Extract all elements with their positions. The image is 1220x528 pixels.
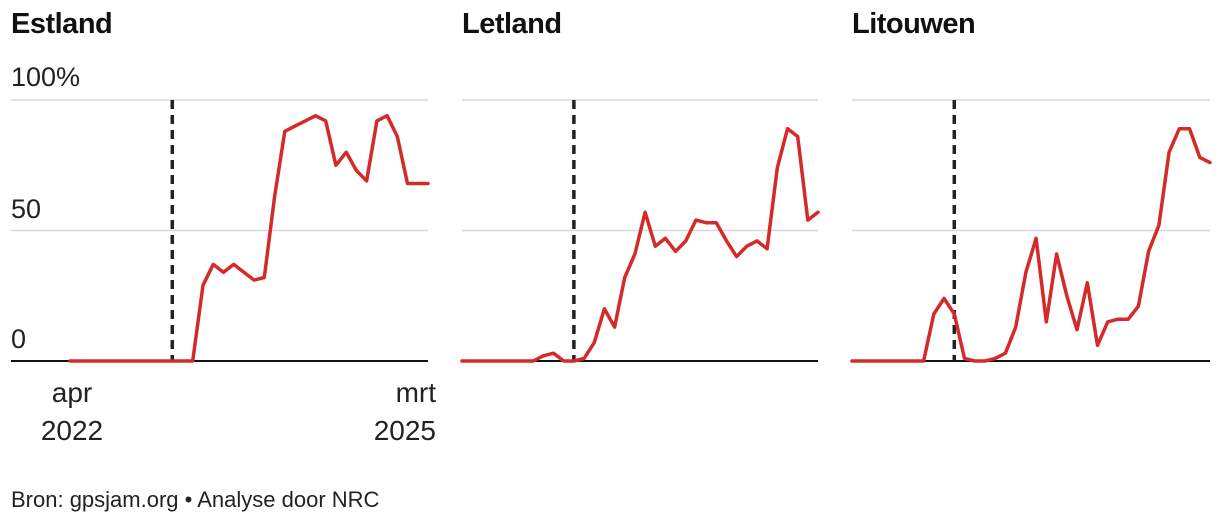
x-tick-label-start: apr 2022 xyxy=(22,374,122,450)
source-note: Bron: gpsjam.org • Analyse door NRC xyxy=(11,487,380,512)
panel-title-litouwen: Litouwen xyxy=(852,8,976,40)
x-tick-label-end: mrt 2025 xyxy=(350,374,436,450)
series-line-1 xyxy=(460,126,820,363)
x-tick-month-start: apr xyxy=(51,377,93,408)
x-tick-year-end: 2025 xyxy=(373,415,436,446)
x-tick-year-start: 2022 xyxy=(40,415,104,446)
panel-title-letland: Letland xyxy=(462,8,562,40)
y-tick-label-100: 100% xyxy=(11,62,81,92)
series-line-2 xyxy=(850,126,1212,363)
y-tick-label-50: 50 xyxy=(11,194,42,224)
series-line-0 xyxy=(68,113,430,363)
panel-title-estland: Estland xyxy=(11,8,113,40)
x-tick-month-end: mrt xyxy=(395,377,436,408)
y-tick-label-0: 0 xyxy=(11,324,27,354)
